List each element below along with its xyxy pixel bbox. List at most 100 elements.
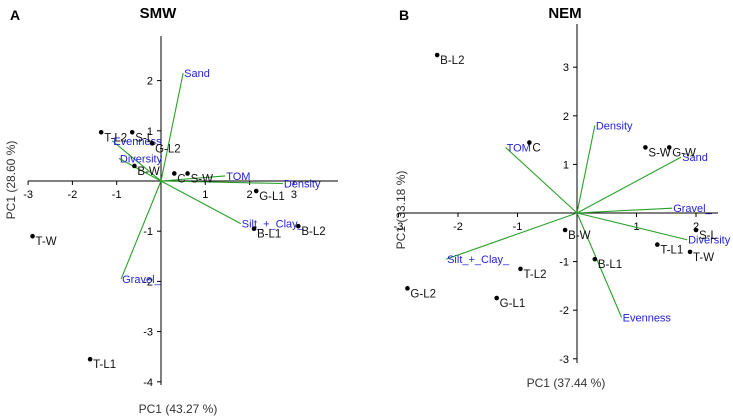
panel-nem: B NEM PC1 (37.44 %) PC1 (33.18 %) -3 -2 -1… — [394, 5, 731, 390]
site-point — [643, 145, 648, 150]
variable-label: TOM — [507, 142, 531, 154]
x-tick-label: -2 — [453, 221, 463, 233]
site-point — [592, 256, 598, 262]
site-point — [251, 226, 257, 231]
x-tick-label: -3 — [23, 189, 33, 201]
y-tick-label: -4 — [143, 377, 153, 389]
panel-title-smw: SMW — [140, 5, 178, 22]
y-tick-label: 1 — [563, 159, 569, 171]
site-label: T-W — [693, 252, 714, 264]
y-tick-label: 3 — [563, 62, 569, 74]
x-axis-title-smw: PC1 (43.27 %) — [139, 402, 218, 416]
site-label: B-L1 — [257, 229, 281, 241]
panel-letter-b: B — [399, 7, 409, 23]
site-point — [687, 249, 693, 255]
site-label: C — [532, 143, 540, 155]
variable-label: Evenness — [113, 136, 162, 148]
variable-label: Sand — [682, 152, 708, 164]
site-point — [98, 130, 104, 135]
variable-label: Evenness — [623, 312, 672, 324]
site-point — [149, 141, 155, 146]
site-point — [494, 295, 499, 301]
y-tick-label: -1 — [559, 257, 569, 269]
site-label: G-L1 — [500, 298, 526, 310]
vector-line — [160, 72, 184, 182]
variable-label: Diversity — [120, 153, 163, 165]
panel-title-nem: NEM — [548, 5, 581, 22]
plot-area-smw: -3 -2 -1 1 2 3 2 1 -1 -2 -3 -4 Sand Evenness Diversity… — [23, 36, 338, 389]
x-tick-label: -1 — [513, 221, 523, 233]
vector-line — [160, 180, 283, 185]
site-point — [655, 242, 660, 247]
site-label: S-W — [191, 173, 214, 185]
variable-label: Density — [596, 121, 633, 133]
site-point — [434, 52, 440, 58]
vector-line — [120, 180, 162, 280]
site-label: G-L2 — [155, 143, 181, 155]
variable-label: Density — [284, 179, 321, 191]
x-tick-label: -3 — [394, 221, 404, 233]
x-tick-label: -1 — [112, 189, 122, 201]
variable-label: Silt_+_Clay_ — [447, 254, 510, 266]
site-label: T-L1 — [660, 245, 683, 257]
panel-smw: A SMW PC1 (43.27 %) PC1 (28.60 %) -3 -2 -1… — [4, 5, 338, 416]
site-label: B-W — [137, 166, 160, 178]
variable-label: Gravel_ — [673, 203, 712, 215]
x-tick-label: 2 — [693, 221, 699, 233]
site-point — [171, 171, 177, 176]
site-point — [296, 223, 301, 229]
y-tick-label: 2 — [563, 111, 569, 123]
x-tick-label: 1 — [202, 189, 208, 201]
site-point — [132, 163, 137, 169]
y-axis-title-smw: PC1 (28.60 %) — [4, 141, 18, 220]
y-tick-label: -3 — [143, 327, 153, 339]
site-label: B-L2 — [440, 55, 464, 67]
x-tick-label: -2 — [68, 189, 78, 201]
site-label: B-L2 — [301, 226, 325, 238]
variable-label: Silt_+_Clay_ — [242, 219, 305, 231]
y-tick-label: -1 — [143, 226, 153, 238]
vector-line — [160, 175, 226, 182]
vector-line — [160, 180, 241, 225]
site-label: S-W — [648, 147, 671, 159]
site-point — [693, 227, 699, 233]
site-label: S-L — [699, 230, 718, 242]
variable-label: Diversity — [688, 235, 731, 247]
site-label: C — [177, 173, 185, 185]
y-tick-label: 2 — [147, 76, 153, 88]
site-label: B-L1 — [598, 259, 622, 271]
y-tick-label: -2 — [559, 305, 569, 317]
site-point — [405, 286, 410, 291]
site-point — [527, 140, 532, 145]
vector-line — [505, 146, 578, 214]
variable-label: Sand — [184, 68, 210, 80]
site-point — [666, 145, 672, 150]
site-label: G-L2 — [410, 288, 436, 300]
y-tick-label: -3 — [559, 354, 569, 366]
vector-line — [576, 156, 682, 214]
x-tick-label: 3 — [291, 189, 297, 201]
site-label: T-W — [36, 236, 57, 248]
site-point — [30, 233, 35, 239]
x-tick-label: 2 — [247, 189, 253, 201]
site-point — [87, 356, 93, 362]
site-point — [253, 188, 259, 194]
variable-label: Gravel_ — [122, 274, 161, 286]
site-point — [518, 266, 523, 272]
variable-label: TOM — [226, 171, 250, 183]
y-axis-title-nem: PC1 (33.18 %) — [394, 171, 408, 250]
site-point — [185, 171, 190, 176]
site-label: G-L1 — [259, 191, 285, 203]
site-label: T-L2 — [104, 132, 127, 144]
site-label: T-L2 — [523, 269, 546, 281]
y-tick-label: -2 — [143, 276, 153, 288]
vector-line — [576, 212, 623, 318]
panel-letter-a: A — [10, 7, 20, 23]
vector-line — [576, 125, 596, 214]
site-label: T-L1 — [93, 359, 116, 371]
site-label: B-W — [568, 230, 591, 242]
vector-line — [576, 207, 673, 214]
x-axis-title-nem: PC1 (37.44 %) — [527, 376, 606, 390]
vector-line — [445, 212, 578, 260]
